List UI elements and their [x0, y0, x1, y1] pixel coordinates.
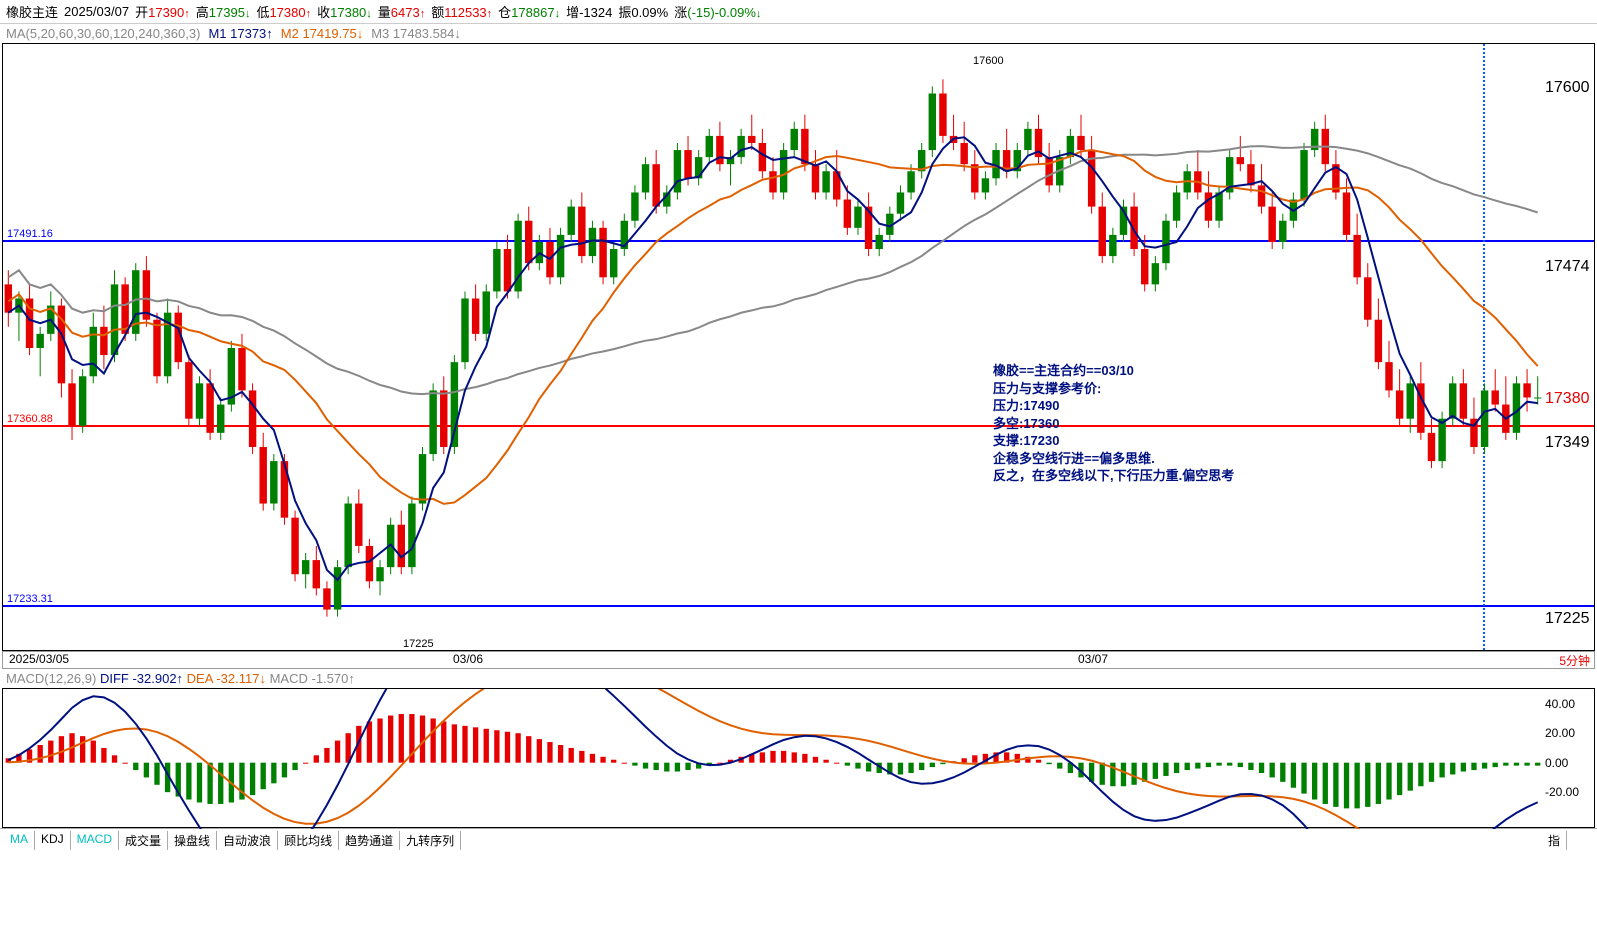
timeframe-label[interactable]: 5分钟: [1559, 652, 1590, 669]
macd-legend: MACD(12,26,9) DIFF -32.902↑ DEA -32.117↓…: [0, 669, 1597, 688]
x-tick: 03/07: [1078, 652, 1108, 666]
low: 低17380: [256, 2, 311, 21]
volume: 量6473: [378, 2, 425, 21]
indicator-tab[interactable]: KDJ: [35, 831, 71, 850]
dea-value: DEA -32.117↓: [187, 671, 266, 686]
date: 2025/03/07: [64, 4, 129, 19]
indicator-tab[interactable]: 趋势通道: [339, 831, 400, 850]
macd-y-tick: 20.00: [1545, 726, 1575, 740]
indicator-right-label[interactable]: 指: [1542, 831, 1567, 850]
y-tick: 17225: [1545, 610, 1593, 628]
candlestick-chart[interactable]: 17491.1617360.8817233.311760017474173801…: [2, 43, 1595, 651]
time-axis: 5分钟 2025/03/05 03/06 03/07: [2, 651, 1595, 669]
close: 收17380: [317, 2, 372, 21]
open: 开17390: [135, 2, 190, 21]
indicator-tab[interactable]: 顾比均线: [278, 831, 339, 850]
indicator-tabs: MAKDJMACD成交量操盘线自动波浪顾比均线趋势通道九转序列 指: [0, 828, 1597, 852]
diff-value: DIFF -32.902↑: [100, 671, 183, 686]
ma-params: MA(5,20,60,30,60,120,240,360,3): [6, 26, 200, 41]
open-interest: 仓178867: [498, 2, 560, 21]
x-tick: 03/06: [453, 652, 483, 666]
indicator-tab[interactable]: 操盘线: [168, 831, 217, 850]
symbol: 橡胶主连: [6, 2, 58, 21]
range-pct: 振0.09%: [618, 2, 668, 21]
macd-y-tick: 40.00: [1545, 697, 1575, 711]
indicator-tab[interactable]: 成交量: [119, 831, 168, 850]
macd-value: MACD -1.570↑: [270, 671, 355, 686]
ma1-value: M1 17373↑: [208, 26, 272, 41]
ma3-value: M3 17483.584↓: [371, 26, 461, 41]
x-tick: 2025/03/05: [9, 652, 69, 666]
oi-change: 增-1324: [566, 2, 612, 21]
macd-chart[interactable]: 40.00 20.00 0.00 -20.00: [2, 688, 1595, 828]
y-tick: 17474: [1545, 258, 1593, 276]
indicator-tab[interactable]: 九转序列: [400, 831, 461, 850]
ma-legend: MA(5,20,60,30,60,120,240,360,3) M1 17373…: [0, 24, 1597, 43]
y-tick: 17349: [1545, 434, 1593, 452]
analysis-annotation: 橡胶==主连合约==03/10压力与支撑参考价:压力:17490多空:17360…: [993, 362, 1234, 485]
macd-y-tick: -20.00: [1545, 785, 1579, 799]
high: 高17395: [196, 2, 251, 21]
indicator-tab[interactable]: MA: [4, 831, 35, 850]
macd-y-tick: 0.00: [1545, 756, 1568, 770]
indicator-tab[interactable]: MACD: [71, 831, 119, 850]
high-label: 17600: [973, 55, 1004, 67]
indicator-tab[interactable]: 自动波浪: [217, 831, 278, 850]
quote-header: 橡胶主连 2025/03/07 开17390 高17395 低17380 收17…: [0, 0, 1597, 24]
y-tick: 17600: [1545, 79, 1593, 97]
change-pct: 涨(-15)-0.09%: [674, 2, 761, 21]
low-label: 17225: [403, 638, 434, 650]
amount: 额112533: [431, 2, 492, 21]
y-tick: 17380: [1545, 390, 1593, 408]
ma2-value: M2 17419.75↓: [281, 26, 363, 41]
